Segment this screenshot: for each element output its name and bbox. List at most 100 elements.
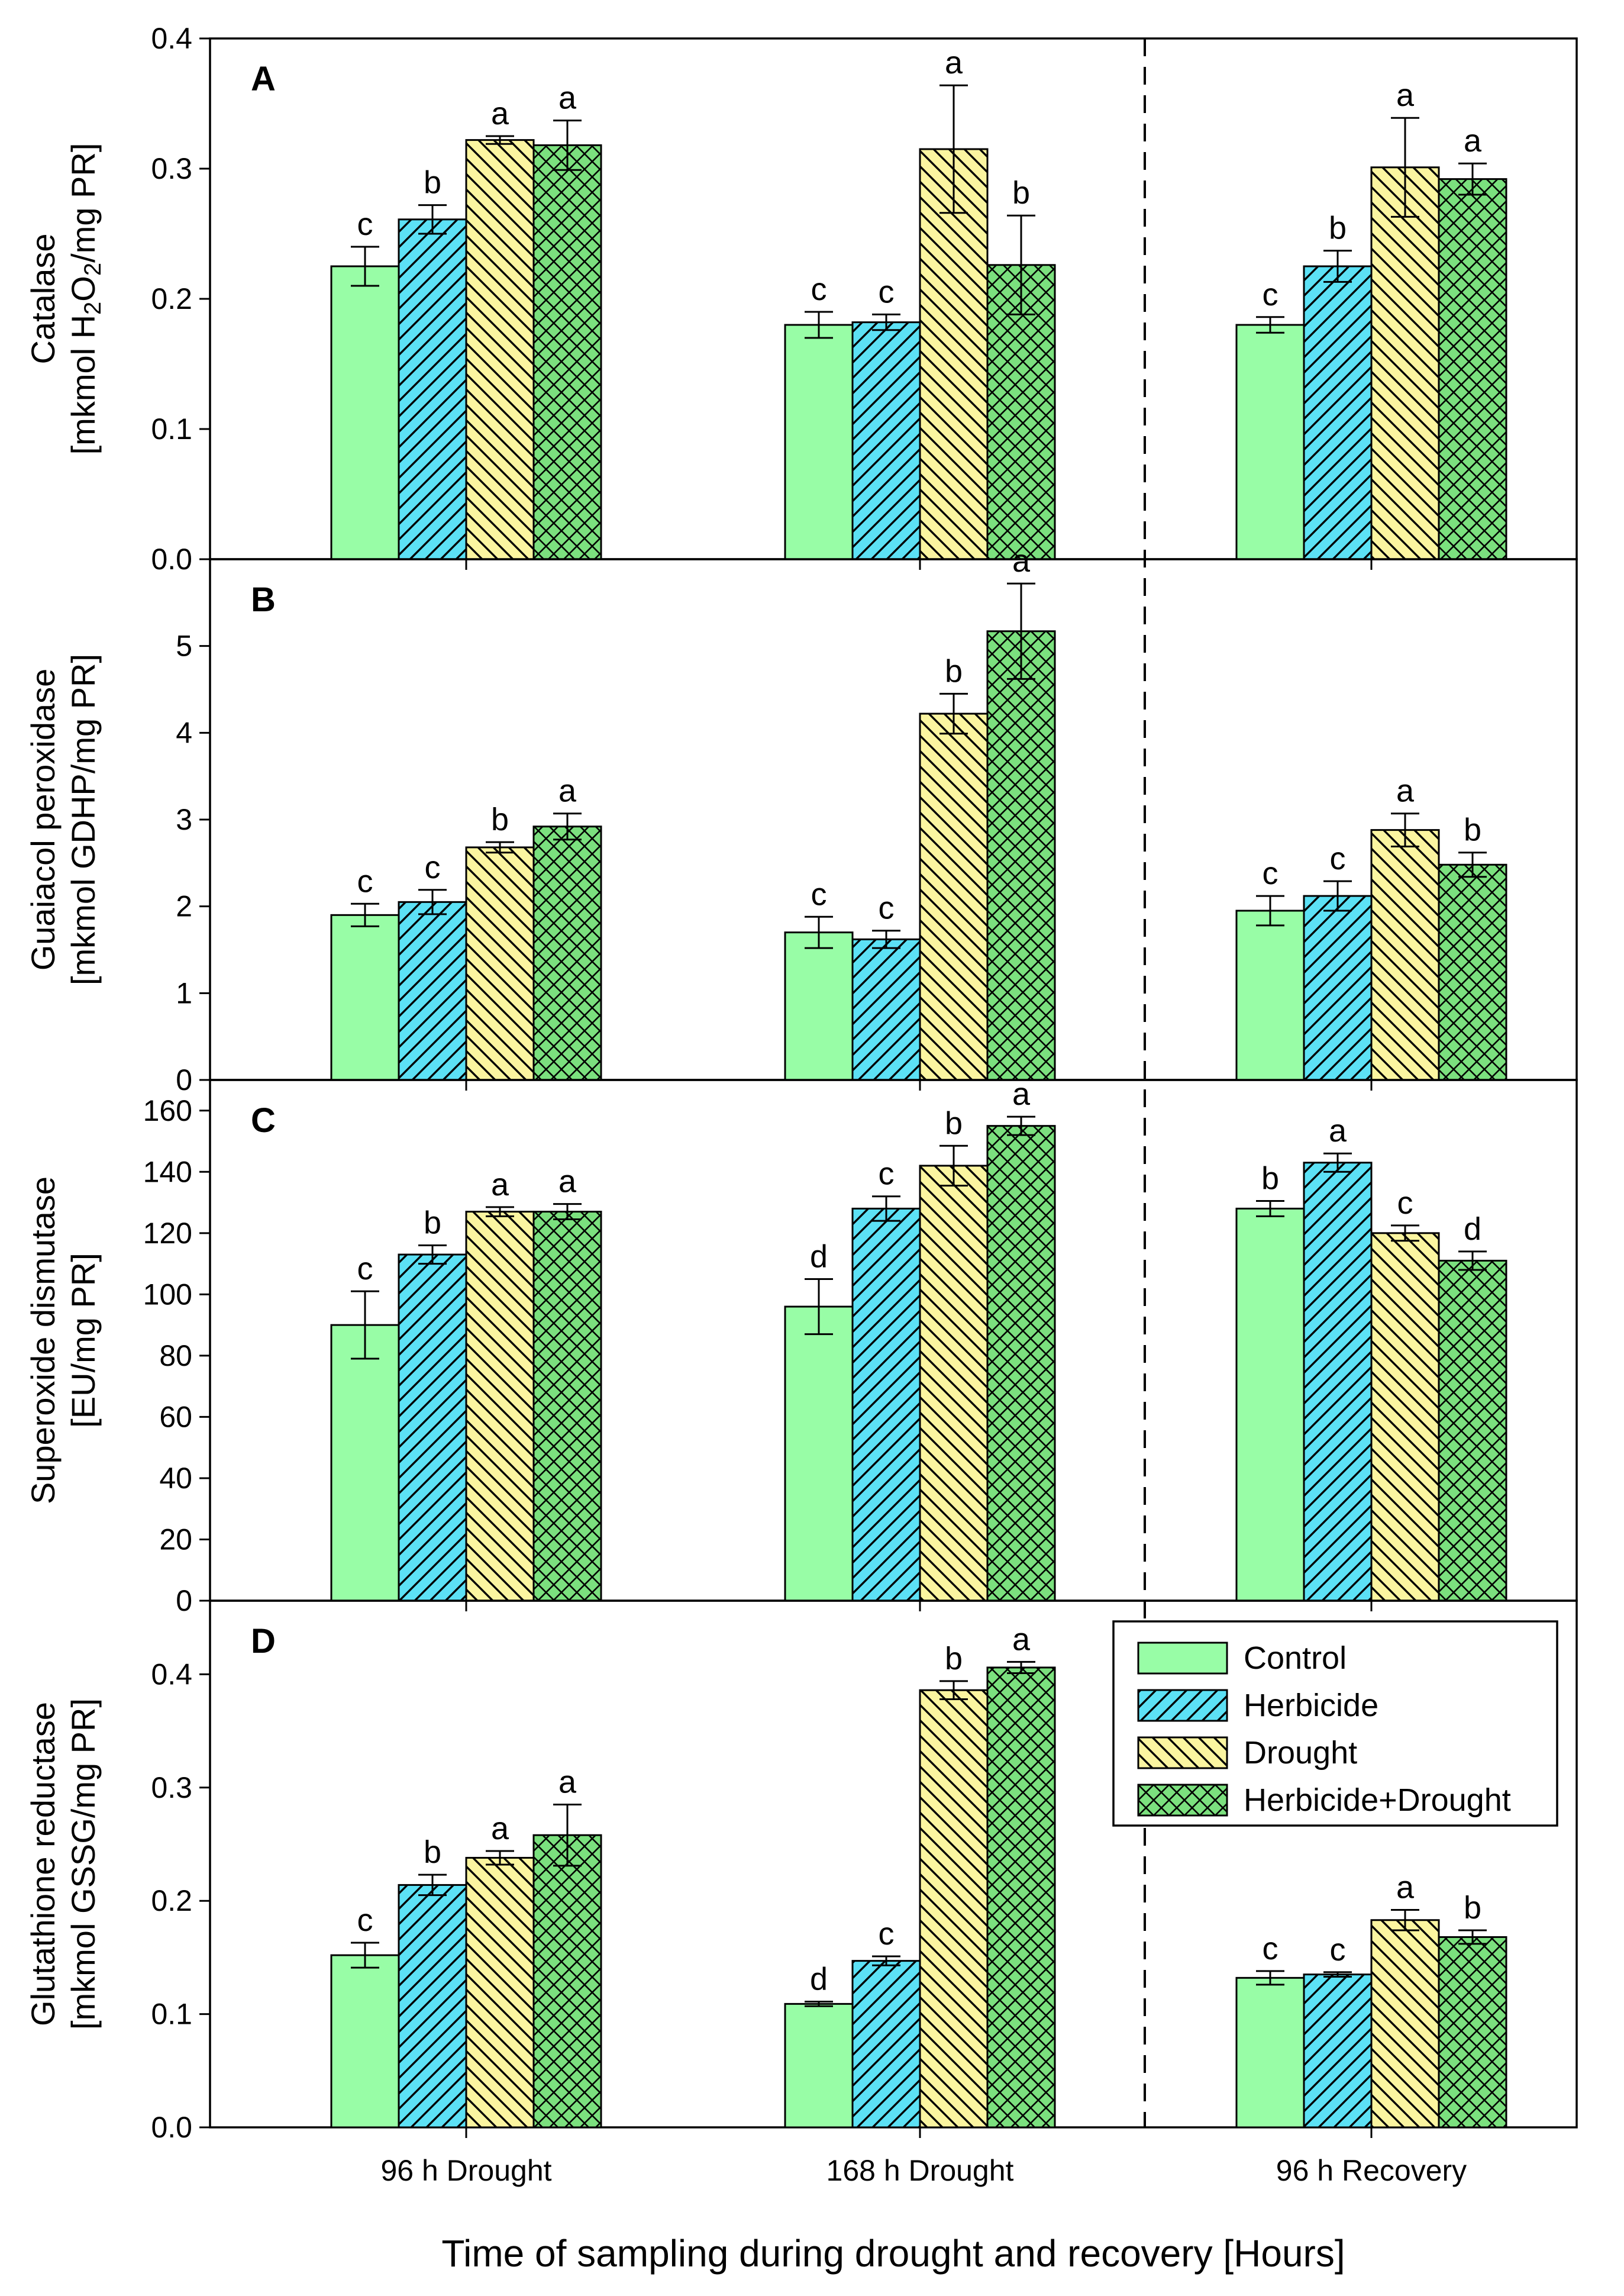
panel-D: 0.0 0.1 0.2 0.3 0.4 D Glutathione reductase [mk… bbox=[24, 1600, 1578, 2144]
y-axis-label-line1: Guaiacol peroxidase bbox=[24, 669, 62, 971]
bar bbox=[1370, 1919, 1440, 2129]
significance-letter: b bbox=[945, 1641, 963, 1676]
y-axis-label-line2: [mkmol H2O2/mg PR] bbox=[64, 143, 106, 455]
significance-letter: c bbox=[357, 207, 373, 242]
y-tick-label: 2 bbox=[176, 890, 192, 923]
significance-letter: b bbox=[424, 165, 441, 201]
x-category-label: 168 h Drought bbox=[826, 2154, 1014, 2187]
bar bbox=[986, 1125, 1056, 1602]
significance-letter: c bbox=[425, 850, 441, 885]
bar bbox=[784, 1305, 854, 1602]
bar bbox=[851, 1207, 921, 1602]
y-tick-label: 0.3 bbox=[151, 152, 192, 185]
bar bbox=[1235, 1976, 1305, 2129]
y-tick-label: 80 bbox=[159, 1339, 192, 1372]
significance-letter: a bbox=[1012, 1076, 1031, 1112]
y-axis-label-part: /mg PR] bbox=[64, 143, 102, 263]
bar bbox=[398, 1253, 467, 1602]
bar bbox=[532, 825, 602, 1081]
bar bbox=[398, 1884, 467, 2129]
significance-letter: a bbox=[1396, 1870, 1415, 1905]
significance-letter: a bbox=[1012, 1621, 1031, 1657]
bar bbox=[1303, 1162, 1373, 1602]
y-axis-label-part: [mkmol H bbox=[64, 315, 102, 454]
bar bbox=[1235, 910, 1305, 1081]
bar bbox=[784, 324, 854, 560]
significance-letter: c bbox=[1263, 1931, 1278, 1966]
bar bbox=[398, 218, 467, 560]
significance-letter: a bbox=[558, 1164, 577, 1199]
panel-C: 0 20 40 60 80 100 120 140 160 C Superoxide dismuta… bbox=[24, 1076, 1578, 1617]
y-tick-label: 140 bbox=[143, 1155, 192, 1188]
bar bbox=[784, 931, 854, 1081]
significance-letter: c bbox=[879, 1916, 895, 1952]
legend-swatch bbox=[1137, 1642, 1228, 1675]
bar bbox=[532, 1834, 602, 2129]
significance-letter: c bbox=[357, 1251, 373, 1286]
significance-letter: b bbox=[945, 653, 963, 689]
significance-letter: c bbox=[811, 272, 827, 307]
significance-letter: c bbox=[1397, 1185, 1413, 1221]
bar bbox=[465, 1211, 535, 1602]
significance-letter: c bbox=[879, 891, 895, 926]
bar bbox=[1303, 265, 1373, 560]
legend: Control Herbicide Drought Herbicide+Drought bbox=[1112, 1620, 1558, 1827]
bar bbox=[330, 265, 400, 560]
significance-letter: c bbox=[879, 274, 895, 309]
y-tick-label: 120 bbox=[143, 1217, 192, 1250]
y-axis-label-line2: [mkmol GDHP/mg PR] bbox=[64, 654, 102, 985]
significance-letter: a bbox=[1012, 543, 1031, 579]
significance-letter: a bbox=[945, 45, 963, 80]
bar bbox=[919, 712, 989, 1081]
bar bbox=[330, 1954, 400, 2129]
y-axis-label-line2: [mkmol GSSG/mg PR] bbox=[64, 1698, 102, 2030]
bar bbox=[919, 148, 989, 560]
legend-label: Herbicide bbox=[1244, 1688, 1378, 1723]
y-tick-label: 0.4 bbox=[151, 22, 192, 55]
significance-letter: b bbox=[1261, 1160, 1279, 1196]
legend-label: Drought bbox=[1244, 1735, 1357, 1771]
bar bbox=[1370, 1232, 1440, 1602]
panel-B: 0 1 2 3 4 5 B Guaiacol peroxidase [mkmol GDHP/mg… bbox=[24, 543, 1578, 1097]
bar bbox=[1303, 895, 1373, 1081]
bar bbox=[919, 1165, 989, 1602]
significance-letter: c bbox=[811, 876, 827, 912]
significance-letter: b bbox=[424, 1834, 441, 1870]
y-tick-label: 0.3 bbox=[151, 1771, 192, 1804]
bar bbox=[1235, 1207, 1305, 1602]
bar bbox=[1370, 166, 1440, 560]
bar bbox=[1438, 178, 1507, 560]
bar bbox=[330, 914, 400, 1081]
y-tick-label: 20 bbox=[159, 1523, 192, 1556]
significance-letter: b bbox=[491, 802, 509, 837]
significance-letter: b bbox=[1012, 175, 1030, 211]
y-tick-label: 0.0 bbox=[151, 543, 192, 576]
y-axis-label: Guaiacol peroxidase [mkmol GDHP/mg PR] bbox=[24, 654, 102, 985]
legend-label: Control bbox=[1244, 1640, 1347, 1676]
significance-letter: d bbox=[810, 1962, 828, 1997]
bar bbox=[1370, 829, 1440, 1081]
bar bbox=[1438, 1259, 1507, 1602]
significance-letter: c bbox=[357, 1902, 373, 1938]
bar bbox=[465, 1856, 535, 2129]
bar bbox=[398, 901, 467, 1081]
significance-letter: c bbox=[1330, 841, 1346, 876]
significance-letter: c bbox=[879, 1156, 895, 1192]
significance-letter: d bbox=[1464, 1211, 1481, 1247]
legend-swatch bbox=[1137, 1736, 1228, 1769]
significance-letter: a bbox=[558, 1765, 577, 1800]
y-tick-label: 0.1 bbox=[151, 1998, 192, 2031]
y-tick-label: 60 bbox=[159, 1400, 192, 1433]
significance-letter: c bbox=[357, 863, 373, 899]
y-axis-label-part: 2 bbox=[80, 302, 106, 315]
y-axis-label: Glutathione reductase [mkmol GSSG/mg PR] bbox=[24, 1698, 102, 2030]
y-tick-label: 40 bbox=[159, 1462, 192, 1495]
significance-letter: a bbox=[491, 1811, 509, 1846]
y-tick-label: 100 bbox=[143, 1278, 192, 1311]
significance-letter: a bbox=[558, 773, 577, 809]
significance-letter: d bbox=[810, 1239, 828, 1274]
y-axis-label-part: O bbox=[64, 276, 102, 302]
